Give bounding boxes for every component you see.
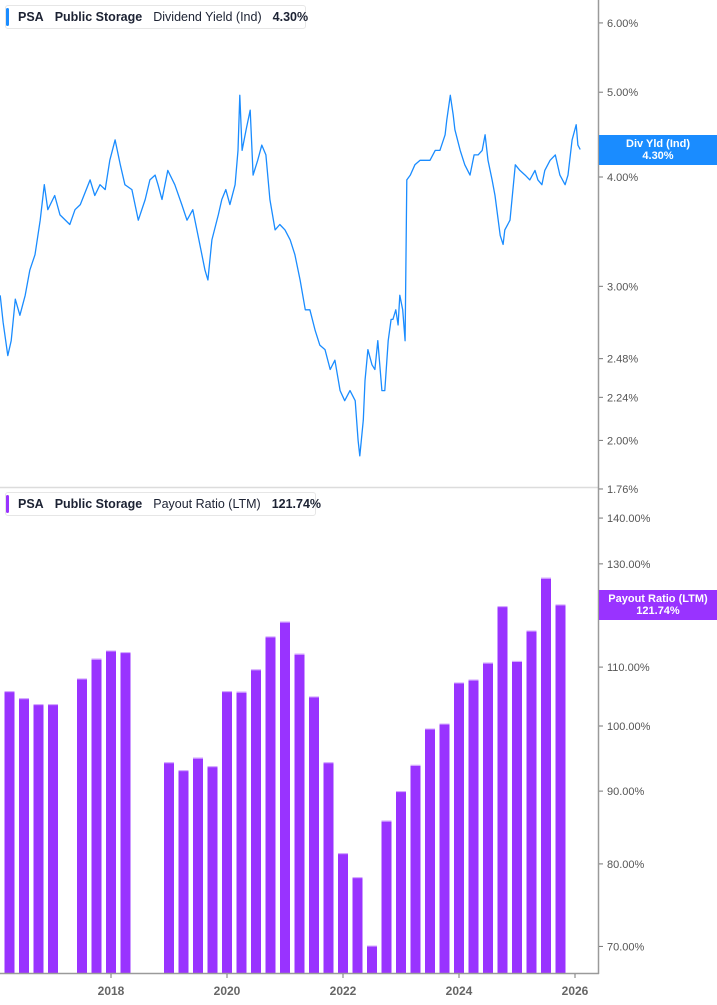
tag-label: Payout Ratio (LTM)	[608, 593, 708, 605]
tag-value: 4.30%	[642, 150, 674, 162]
y-tick-label: 110.00%	[607, 662, 650, 674]
payout-bar	[222, 691, 232, 973]
legend-ticker: PSA	[18, 497, 44, 511]
payout-ratio-value-tag: Payout Ratio (LTM) 121.74%	[599, 590, 717, 620]
payout-bar	[555, 604, 566, 973]
legend-metric: Dividend Yield (Ind)	[153, 10, 262, 24]
tag-value: 121.74%	[636, 605, 680, 617]
payout-bar	[120, 652, 131, 973]
y-tick-label: 70.00%	[607, 941, 645, 953]
payout-bar	[381, 820, 392, 973]
bottom-y-axis: 140.00%130.00%120.00%110.00%100.00%90.00…	[599, 513, 651, 953]
y-tick-label: 80.00%	[607, 859, 645, 871]
y-tick-label: 1.76%	[607, 484, 638, 496]
payout-bar	[280, 621, 290, 973]
payout-bar	[367, 945, 377, 973]
payout-bar	[33, 704, 44, 973]
payout-bar	[468, 679, 479, 973]
payout-bar	[541, 577, 551, 973]
dividend-yield-plot	[0, 94, 581, 457]
payout-bar	[454, 682, 464, 973]
payout-bar	[425, 728, 435, 973]
dividend-yield-value-tag: Div Yld (Ind) 4.30%	[599, 135, 717, 165]
payout-bar	[48, 704, 58, 973]
legend-company: Public Storage	[54, 497, 143, 511]
legend-color-swatch	[6, 495, 9, 513]
legend-metric: Payout Ratio (LTM)	[153, 497, 261, 511]
payout-bar	[439, 723, 450, 973]
legend-ticker: PSA	[18, 10, 44, 24]
payout-bar	[19, 698, 29, 973]
payout-bar	[251, 669, 261, 973]
y-tick-label: 5.00%	[607, 87, 638, 99]
payout-bar	[294, 653, 305, 973]
payout-bar	[265, 636, 276, 973]
payout-bar	[77, 678, 87, 973]
payout-bar	[497, 606, 508, 973]
payout-bar	[396, 791, 406, 973]
x-tick-label: 2026	[562, 984, 589, 998]
y-tick-label: 130.00%	[607, 559, 651, 571]
legend-company: Public Storage	[54, 10, 143, 24]
y-tick-label: 6.00%	[607, 18, 638, 30]
y-tick-label: 4.00%	[607, 172, 638, 184]
payout-ratio-plot	[4, 577, 566, 973]
x-axis: 2018 2020 2022 2024 2026	[98, 974, 589, 998]
x-tick-label: 2024	[446, 984, 473, 998]
payout-bar	[236, 691, 247, 973]
y-tick-label: 2.00%	[607, 435, 638, 447]
y-tick-label: 100.00%	[607, 721, 651, 733]
payout-bar	[526, 630, 537, 973]
y-tick-label: 3.00%	[607, 281, 638, 293]
payout-bar	[323, 762, 334, 973]
top-y-axis: 6.00% 5.00% 4.00% 3.00% 2.48% 2.24% 2.00% 1.76%	[599, 18, 638, 496]
payout-bar	[178, 770, 189, 973]
legend-color-swatch	[6, 8, 9, 26]
payout-bar	[483, 662, 493, 973]
legend-value: 121.74%	[271, 497, 322, 511]
payout-bar	[512, 660, 522, 973]
payout-bar	[4, 691, 15, 973]
payout-bar	[91, 658, 102, 973]
tag-label: Div Yld (Ind)	[626, 138, 690, 150]
y-tick-label: 90.00%	[607, 786, 645, 798]
x-tick-label: 2018	[98, 984, 125, 998]
payout-bar	[352, 877, 363, 973]
payout-bar	[410, 764, 421, 973]
payout-bar	[309, 696, 319, 973]
payout-bar	[338, 853, 348, 973]
y-tick-label: 2.24%	[607, 392, 638, 404]
x-tick-label: 2020	[214, 984, 241, 998]
payout-bar	[164, 762, 174, 973]
payout-bar	[193, 757, 203, 973]
y-tick-label: 2.48%	[607, 354, 638, 366]
payout-bar	[106, 650, 116, 973]
bottom-legend: PSA Public Storage Payout Ratio (LTM) 12…	[5, 492, 321, 516]
legend-value: 4.30%	[272, 10, 309, 24]
payout-bar	[207, 766, 218, 973]
top-legend: PSA Public Storage Dividend Yield (Ind) …	[5, 5, 309, 29]
x-tick-label: 2022	[330, 984, 357, 998]
y-tick-label: 140.00%	[607, 513, 651, 525]
dividend-yield-line	[0, 94, 581, 457]
